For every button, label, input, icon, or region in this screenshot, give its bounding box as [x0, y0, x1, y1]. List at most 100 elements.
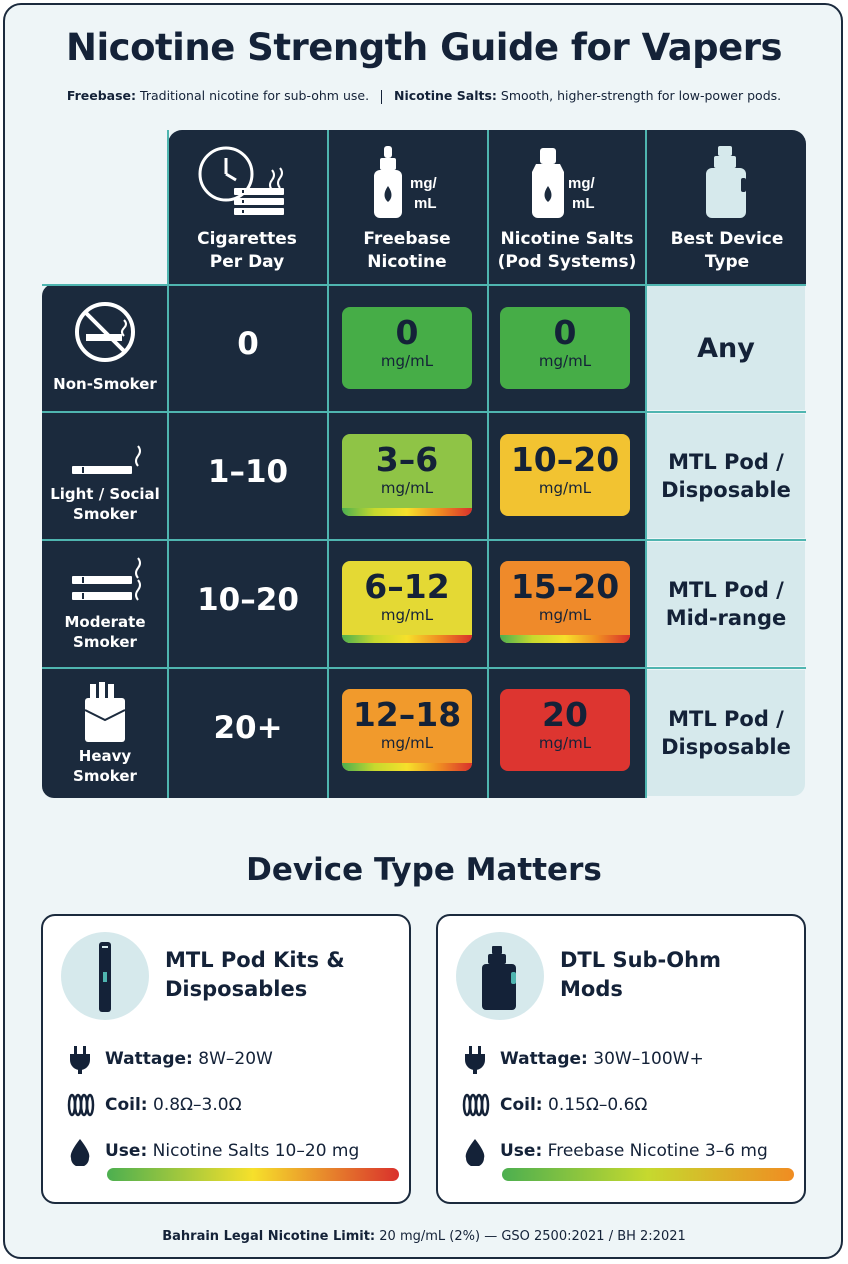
- grid-line: [327, 130, 329, 798]
- page-title: Nicotine Strength Guide for Vapers: [65, 26, 783, 69]
- header-label-line: Nicotine Salts: [500, 229, 634, 249]
- card-title: Mods: [560, 977, 623, 1001]
- cigarettes-value: 20+: [213, 710, 283, 746]
- header-label-line: Nicotine: [367, 252, 447, 272]
- grid-line: [167, 130, 169, 798]
- salts-badge: 10–20 mg/mL: [500, 434, 630, 516]
- freebase-value: 3–6: [375, 440, 439, 479]
- row-label-light-smoker: Light / Social Smoker: [42, 414, 168, 538]
- no-smoking-icon: [42, 300, 168, 364]
- droplet-icon: [70, 1139, 90, 1166]
- freebase-value: 6–12: [364, 567, 450, 606]
- salts-badge: 0 mg/mL: [500, 307, 630, 389]
- header-best-device-type: Best Device Type: [648, 130, 806, 284]
- freebase-icon-unit: mL: [414, 195, 437, 212]
- salts-badge: 20 mg/mL: [500, 689, 630, 771]
- box-mod-icon: [648, 144, 806, 224]
- grid-line: [42, 284, 806, 286]
- row-label-text: Light / Social: [50, 485, 160, 503]
- plug-icon: [70, 1046, 90, 1074]
- header-freebase-nicotine: mg/ mL Freebase Nicotine: [328, 130, 486, 284]
- row-label-text: Moderate: [64, 613, 146, 631]
- salts-value: 20: [542, 695, 588, 734]
- strength-gradient-bar: [107, 1168, 399, 1181]
- header-label-line: Best Device: [670, 229, 784, 249]
- freebase-value: 12–18: [352, 695, 462, 734]
- freebase-badge: 12–18 mg/mL: [342, 689, 472, 771]
- device-text: Disposable: [661, 478, 791, 502]
- freebase-unit: mg/mL: [380, 734, 434, 752]
- strength-gradient-strip: [500, 635, 630, 643]
- footer-label: Bahrain Legal Nicotine Limit:: [162, 1229, 376, 1244]
- strength-gradient-strip: [342, 508, 472, 516]
- row-label-heavy-smoker: Heavy Smoker: [42, 670, 168, 796]
- wattage-spec: Wattage: 8W–20W: [65, 1044, 273, 1074]
- section-title: Device Type Matters: [246, 852, 602, 888]
- header-label-line: Freebase: [363, 229, 451, 249]
- strength-gradient-strip: [342, 763, 472, 771]
- salts-value: 10–20: [510, 440, 620, 479]
- salts-definition-label: Nicotine Salts:: [394, 88, 497, 103]
- row-label-text: Heavy: [78, 747, 132, 765]
- coil-spec: Coil: 0.15Ω–0.6Ω: [460, 1090, 647, 1120]
- device-text: MTL Pod /: [668, 578, 784, 602]
- salts-unit: mg/mL: [538, 352, 592, 370]
- freebase-unit: mg/mL: [380, 479, 434, 497]
- row-label-text: Smoker: [73, 505, 137, 523]
- grid-line: [42, 539, 806, 541]
- header-nicotine-salts: mg/ mL Nicotine Salts (Pod Systems): [488, 130, 646, 284]
- dtl-device-card: DTL Sub-Ohm Mods Wattage: 30W–100W+ Coil:…: [436, 914, 806, 1204]
- salts-badge: 15–20 mg/mL: [500, 561, 630, 643]
- freebase-bottle-icon: mg/ mL: [328, 144, 486, 224]
- cigarettes-value: 0: [237, 326, 259, 362]
- spec-value: Nicotine Salts 10–20 mg: [152, 1141, 360, 1161]
- salts-unit: mg/mL: [538, 734, 592, 752]
- spec-value: 0.8Ω–3.0Ω: [153, 1095, 242, 1115]
- header-cigarettes-per-day: Cigarettes Per Day: [168, 130, 326, 284]
- row-label-text: Non-Smoker: [53, 375, 157, 393]
- salts-unit: mg/mL: [538, 479, 592, 497]
- header-label-line: (Pod Systems): [497, 252, 637, 272]
- header-label-line: Per Day: [209, 252, 285, 272]
- spec-value: 30W–100W+: [593, 1049, 704, 1069]
- spec-value: Freebase Nicotine 3–6 mg: [547, 1141, 768, 1161]
- freebase-definition-text: Traditional nicotine for sub-ohm use.: [140, 88, 370, 103]
- freebase-badge: 0 mg/mL: [342, 307, 472, 389]
- strength-gradient-bar: [502, 1168, 794, 1181]
- salts-unit: mg/mL: [538, 606, 592, 624]
- row-label-non-smoker: Non-Smoker: [42, 286, 168, 410]
- device-text: Disposable: [661, 735, 791, 759]
- subtitle-divider: [381, 89, 383, 104]
- cigarette-pack-icon: [42, 680, 168, 744]
- icon-circle: [456, 932, 544, 1020]
- salts-value: 15–20: [510, 567, 620, 606]
- card-title: MTL Pod Kits &: [165, 948, 345, 972]
- header-label-line: Cigarettes: [197, 229, 297, 249]
- strength-gradient-strip: [342, 635, 472, 643]
- spec-value: 0.15Ω–0.6Ω: [548, 1095, 648, 1115]
- grid-line: [42, 411, 806, 413]
- coil-spec: Coil: 0.8Ω–3.0Ω: [65, 1090, 242, 1120]
- device-text: MTL Pod /: [668, 707, 784, 731]
- cigarettes-value: 1–10: [207, 454, 289, 490]
- salts-definition-text: Smooth, higher-strength for low-power po…: [500, 88, 782, 103]
- use-spec: Use: Nicotine Salts 10–20 mg: [65, 1136, 359, 1166]
- box-mod-icon: [482, 946, 516, 1010]
- spec-label: Wattage:: [105, 1049, 193, 1069]
- freebase-badge: 6–12 mg/mL: [342, 561, 472, 643]
- spec-value: 8W–20W: [198, 1049, 273, 1069]
- device-text: Any: [697, 332, 755, 364]
- grid-line: [645, 130, 647, 798]
- card-title: Disposables: [165, 977, 308, 1001]
- salts-icon-unit: mg/: [568, 175, 596, 192]
- header-label-line: Type: [704, 252, 750, 272]
- two-cigarettes-icon: [42, 552, 168, 616]
- plug-icon: [465, 1046, 485, 1074]
- spec-label: Coil:: [500, 1095, 543, 1115]
- freebase-definition-label: Freebase:: [66, 88, 137, 103]
- freebase-unit: mg/mL: [380, 352, 434, 370]
- grid-line: [487, 130, 489, 798]
- droplet-icon: [465, 1139, 485, 1166]
- clock-cigarettes-icon: [168, 144, 326, 224]
- freebase-unit: mg/mL: [380, 606, 434, 624]
